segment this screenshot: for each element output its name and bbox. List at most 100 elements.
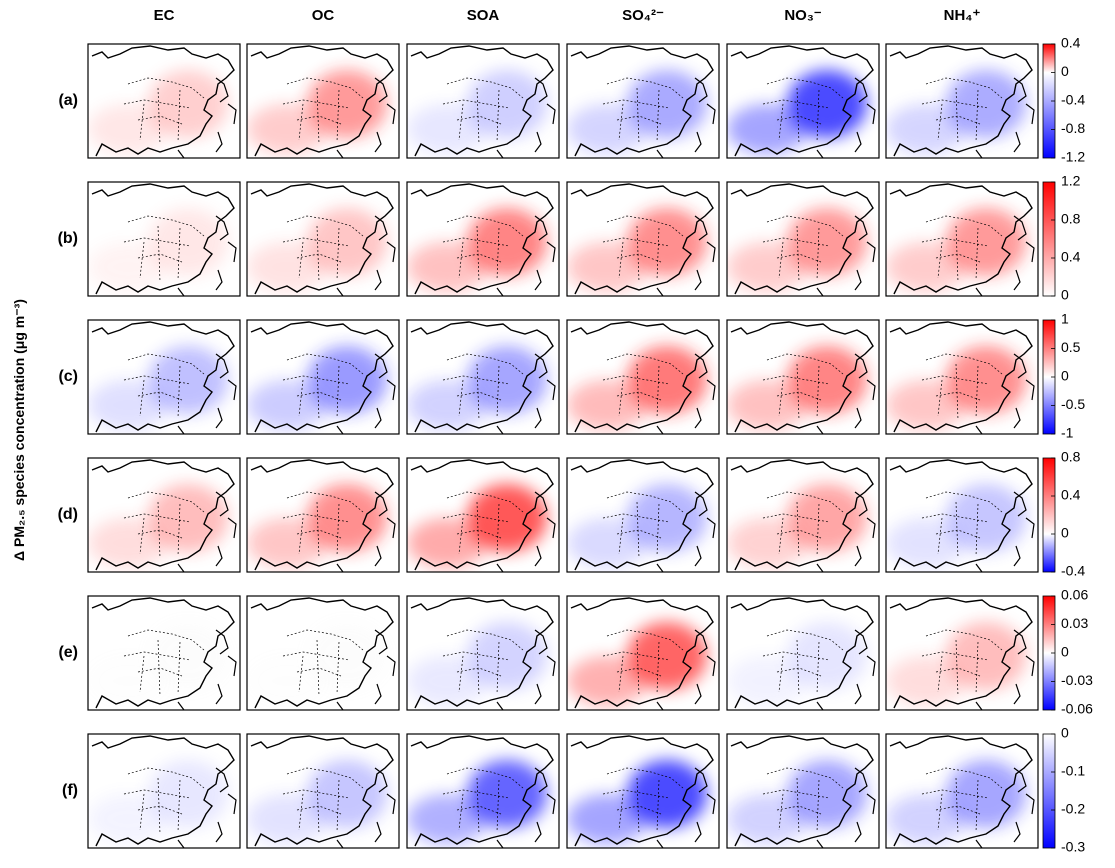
- panel-frame: [726, 733, 880, 849]
- map-panel: [87, 319, 241, 435]
- map-panel: [246, 595, 400, 711]
- map-panel: [406, 733, 560, 849]
- colorbar-tick-label: 0.4: [1061, 35, 1081, 51]
- tint-blob: [247, 380, 327, 430]
- tint-blob: [407, 380, 487, 430]
- panel-frame: [885, 595, 1039, 711]
- map-panel: [87, 595, 241, 711]
- tint-blob: [886, 794, 966, 844]
- column-header: OC: [312, 7, 335, 24]
- map-panel: [87, 457, 241, 573]
- panel-frame: [566, 595, 720, 711]
- map-panel: [246, 319, 400, 435]
- panel-frame: [246, 733, 400, 849]
- map-panel: [566, 733, 720, 849]
- tint: [88, 760, 228, 844]
- panel-frame: [406, 319, 560, 435]
- y-axis-label: Δ PM₂.₅ species concentration (μg m⁻³): [11, 299, 27, 561]
- panel-frame: [246, 181, 400, 297]
- panel-frame: [726, 181, 880, 297]
- colorbar-tick-label: 0.03: [1061, 615, 1088, 631]
- tint-blob: [886, 380, 966, 430]
- map-panel: [406, 595, 560, 711]
- tint-blob: [727, 656, 807, 706]
- map-panel: [566, 457, 720, 573]
- row-label: (f): [62, 782, 78, 799]
- tint-blob: [88, 380, 168, 430]
- column-header: NO₃⁻: [784, 7, 821, 24]
- colorbar-tick-label: -0.03: [1061, 672, 1093, 688]
- map-panel: [87, 181, 241, 297]
- tint-blob: [247, 518, 327, 568]
- row-label: (b): [58, 230, 78, 247]
- panel-frame: [406, 457, 560, 573]
- colorbar-tick-label: -1: [1061, 425, 1074, 441]
- tint-blob: [247, 794, 327, 844]
- row-label: (d): [58, 506, 78, 523]
- map-panel: [566, 319, 720, 435]
- column-header: EC: [154, 7, 175, 24]
- colorbar-tick-label: 1.2: [1061, 173, 1081, 189]
- panel-frame: [87, 181, 241, 297]
- tint-blob: [247, 242, 327, 292]
- map-panel: [726, 319, 880, 435]
- tint-blob: [727, 242, 807, 292]
- map-panel: [246, 457, 400, 573]
- map-panel: [885, 319, 1039, 435]
- tint-blob: [886, 518, 966, 568]
- panel-frame: [885, 319, 1039, 435]
- panel-frame: [566, 181, 720, 297]
- colorbar-tick-label: -0.4: [1061, 563, 1085, 579]
- map-panel: [566, 595, 720, 711]
- colorbar: [1042, 457, 1056, 573]
- map-panel: [406, 319, 560, 435]
- tint-blob: [886, 656, 966, 706]
- map-panel: [87, 733, 241, 849]
- panel-frame: [246, 457, 400, 573]
- colorbar-tick-label: 0.8: [1061, 211, 1081, 227]
- colorbar-tick-label: -0.1: [1061, 763, 1085, 779]
- map-panel: [246, 43, 400, 159]
- panel-frame: [566, 43, 720, 159]
- panel-frame: [406, 733, 560, 849]
- panel-frame: [726, 43, 880, 159]
- colorbar-tick-label: 0.4: [1061, 487, 1081, 503]
- panel-frame: [726, 457, 880, 573]
- panel-frame: [566, 733, 720, 849]
- column-header: SO₄²⁻: [622, 7, 664, 24]
- map-panel: [885, 43, 1039, 159]
- map-panel: [246, 733, 400, 849]
- tint-blob: [567, 104, 647, 154]
- colorbar-tick-label: 0.8: [1061, 449, 1081, 465]
- panel-frame: [246, 319, 400, 435]
- tint-blob: [407, 794, 487, 844]
- column-header: SOA: [467, 7, 500, 24]
- map-panel: [885, 595, 1039, 711]
- colorbar-tick-label: -0.06: [1061, 701, 1093, 717]
- colorbar-tick-label: 0.06: [1061, 587, 1088, 603]
- tint-blob: [727, 518, 807, 568]
- tint-blob: [886, 104, 966, 154]
- tint-blob: [886, 242, 966, 292]
- panel-frame: [885, 181, 1039, 297]
- tint-blob: [407, 518, 487, 568]
- colorbar-tick-label: 0: [1061, 644, 1069, 660]
- colorbar-tick-label: -0.4: [1061, 92, 1085, 108]
- panel-frame: [87, 595, 241, 711]
- panel-frame: [87, 319, 241, 435]
- colorbar: [1042, 181, 1056, 297]
- tint-blob: [407, 656, 487, 706]
- row-label: (c): [58, 368, 78, 385]
- panel-frame: [566, 319, 720, 435]
- tint-blob: [88, 242, 168, 292]
- panel-frame: [726, 319, 880, 435]
- map-panel: [726, 733, 880, 849]
- map-panel: [246, 181, 400, 297]
- tint-blob: [88, 104, 168, 154]
- panel-frame: [406, 181, 560, 297]
- colorbar-tick-label: -0.5: [1061, 396, 1085, 412]
- tint-blob: [88, 794, 168, 844]
- panel-frame: [406, 43, 560, 159]
- tint-blob: [567, 242, 647, 292]
